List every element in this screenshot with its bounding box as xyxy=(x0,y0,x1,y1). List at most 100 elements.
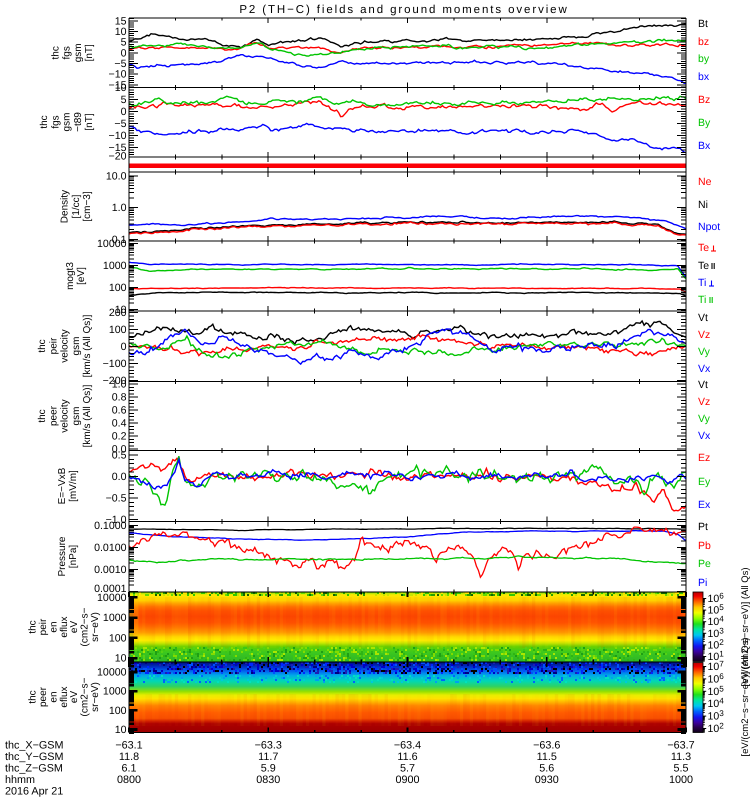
svg-text:Te: Te xyxy=(698,242,709,254)
svg-text:0.1: 0.1 xyxy=(112,234,127,246)
svg-text:200: 200 xyxy=(109,307,127,319)
svg-text:mogt3: mogt3 xyxy=(65,262,76,290)
svg-text:0.0100: 0.0100 xyxy=(94,542,127,554)
svg-text:10: 10 xyxy=(115,724,127,736)
svg-text:Density: Density xyxy=(60,190,71,223)
svg-text:Ne: Ne xyxy=(698,176,712,188)
svg-text:Vz: Vz xyxy=(698,329,710,341)
svg-text:100: 100 xyxy=(109,324,127,336)
svg-text:eflux: eflux xyxy=(59,686,70,707)
svg-text:0.8: 0.8 xyxy=(112,392,127,404)
svg-text:−63.7: −63.7 xyxy=(667,740,694,752)
svg-text:en: en xyxy=(48,621,59,632)
svg-text:Vz: Vz xyxy=(698,396,710,408)
svg-text:11.7: 11.7 xyxy=(258,751,278,763)
svg-text:11.6: 11.6 xyxy=(397,751,417,763)
svg-text:sr−eV): sr−eV) xyxy=(90,682,101,712)
svg-text:0.6: 0.6 xyxy=(112,405,127,417)
svg-text:hhmm: hhmm xyxy=(5,774,35,786)
svg-text:5: 5 xyxy=(121,94,127,106)
svg-text:[cm−3]: [cm−3] xyxy=(82,191,93,222)
svg-text:1.0: 1.0 xyxy=(112,202,127,214)
svg-text:Te: Te xyxy=(698,260,709,272)
svg-text:−100: −100 xyxy=(103,358,127,370)
svg-text:Npot: Npot xyxy=(698,221,720,233)
svg-text:Pressure: Pressure xyxy=(57,536,68,576)
svg-text:10: 10 xyxy=(115,304,127,316)
svg-text:Ez: Ez xyxy=(698,452,710,464)
svg-text:velocity: velocity xyxy=(60,399,71,432)
svg-text:1.0: 1.0 xyxy=(112,379,127,391)
svg-text:−10: −10 xyxy=(109,69,127,81)
svg-text:10.0: 10.0 xyxy=(106,170,127,182)
svg-text:thc: thc xyxy=(28,620,39,633)
svg-text:peir: peir xyxy=(48,337,59,354)
svg-text:0.0: 0.0 xyxy=(112,444,127,456)
svg-text:1000: 1000 xyxy=(103,686,127,698)
svg-text:fgs: fgs xyxy=(62,46,73,59)
svg-text:1000: 1000 xyxy=(669,774,693,786)
svg-text:gsm: gsm xyxy=(71,337,82,356)
svg-text:−5: −5 xyxy=(114,58,126,70)
svg-text:−63.1: −63.1 xyxy=(115,740,142,752)
svg-text:0.0: 0.0 xyxy=(112,471,127,483)
svg-text:(cm2−s−: (cm2−s− xyxy=(80,607,91,646)
svg-text:5: 5 xyxy=(121,37,127,49)
svg-text:100: 100 xyxy=(109,282,127,294)
svg-text:5.5: 5.5 xyxy=(673,763,688,775)
svg-text:Vx: Vx xyxy=(698,430,711,442)
svg-text:[eV/(cm2−s−sr−eV)] (All Qs): [eV/(cm2−s−sr−eV)] (All Qs) xyxy=(740,567,750,686)
svg-text:6.1: 6.1 xyxy=(121,763,136,775)
svg-text:−10: −10 xyxy=(109,130,127,142)
svg-text:[km/s (All Qs)]: [km/s (All Qs)] xyxy=(82,384,93,447)
svg-text:0.2: 0.2 xyxy=(112,431,127,443)
svg-text:thc: thc xyxy=(37,409,48,422)
svg-text:10: 10 xyxy=(115,26,127,38)
svg-text:0: 0 xyxy=(121,341,127,353)
svg-text:5.7: 5.7 xyxy=(400,763,415,775)
svg-text:Bz: Bz xyxy=(698,94,710,106)
svg-text:0.5: 0.5 xyxy=(112,450,127,462)
svg-text:peer: peer xyxy=(48,405,59,426)
svg-text:10: 10 xyxy=(115,653,127,665)
svg-text:5.6: 5.6 xyxy=(539,763,554,775)
svg-text:100: 100 xyxy=(109,705,127,717)
svg-text:eflux: eflux xyxy=(59,616,70,637)
svg-text:Pb: Pb xyxy=(698,540,711,552)
svg-text:11.8: 11.8 xyxy=(119,751,139,763)
svg-text:2016 Apr 21: 2016 Apr 21 xyxy=(5,786,63,798)
svg-text:bx: bx xyxy=(698,71,710,83)
svg-text:[mV/m]: [mV/m] xyxy=(68,470,79,502)
svg-text:−20: −20 xyxy=(109,151,127,163)
svg-text:10: 10 xyxy=(115,82,127,94)
svg-text:1000: 1000 xyxy=(103,612,127,624)
svg-text:0900: 0900 xyxy=(395,774,419,786)
svg-text:Ex: Ex xyxy=(698,499,711,511)
svg-text:eV: eV xyxy=(69,621,80,634)
svg-text:[nPa]: [nPa] xyxy=(68,545,79,569)
svg-text:velocity: velocity xyxy=(60,329,71,362)
svg-text:thc: thc xyxy=(37,339,48,352)
svg-text:[nT]: [nT] xyxy=(84,44,95,61)
svg-text:gsm: gsm xyxy=(73,43,84,62)
svg-text:thc_Y−GSM: thc_Y−GSM xyxy=(5,751,64,763)
svg-text:By: By xyxy=(698,117,711,129)
svg-text:Vx: Vx xyxy=(698,363,711,375)
svg-text:eV: eV xyxy=(69,691,80,704)
svg-text:Pt: Pt xyxy=(698,521,708,533)
svg-text:thc: thc xyxy=(50,46,61,59)
svg-text:Pe: Pe xyxy=(698,558,711,570)
svg-text:10000: 10000 xyxy=(97,592,127,604)
svg-text:0.4: 0.4 xyxy=(112,418,127,430)
svg-text:by: by xyxy=(698,53,710,65)
svg-text:0800: 0800 xyxy=(117,774,141,786)
svg-text:gsm: gsm xyxy=(62,113,73,132)
svg-text:Vt: Vt xyxy=(698,379,708,391)
svg-text:Ti: Ti xyxy=(698,294,706,306)
svg-text:Ti: Ti xyxy=(698,277,706,289)
svg-text:0: 0 xyxy=(121,106,127,118)
svg-text:(cm2−s−: (cm2−s− xyxy=(80,677,91,716)
svg-text:Vt: Vt xyxy=(698,312,708,324)
svg-text:Ey: Ey xyxy=(698,476,711,488)
svg-text:fgs: fgs xyxy=(50,115,61,128)
